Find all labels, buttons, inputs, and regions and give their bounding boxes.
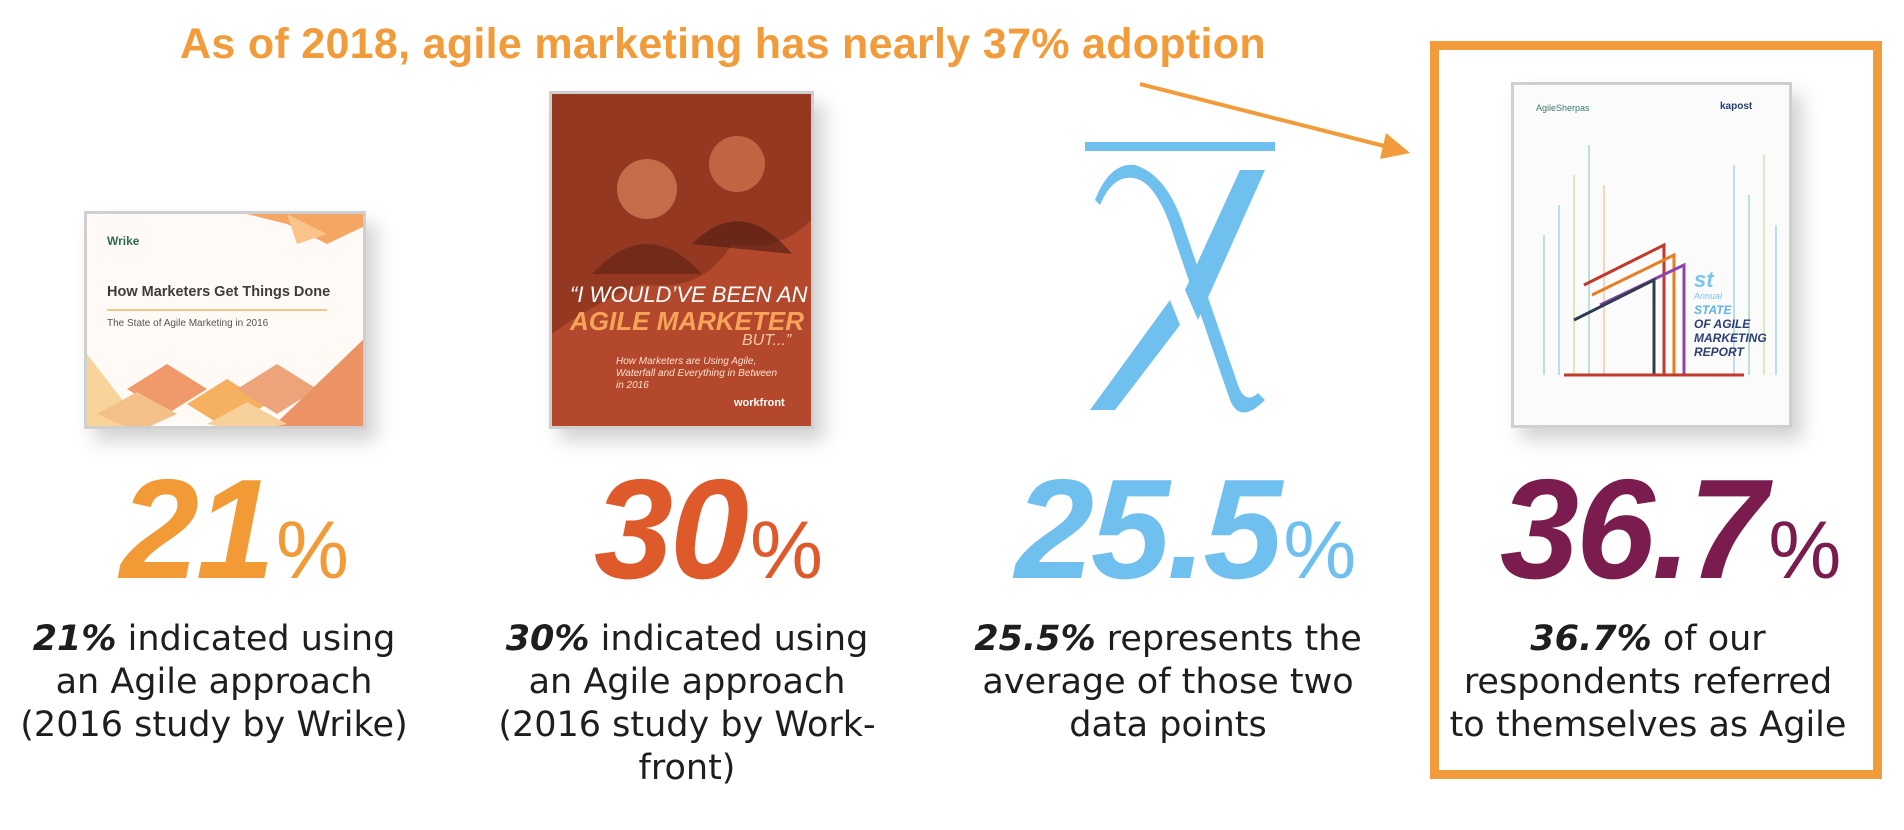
stat-value: 25.5 (1015, 450, 1282, 609)
report-title-line2: OF AGILE (1694, 317, 1751, 331)
report-title-line1: STATE (1694, 303, 1732, 317)
stat-wrike-percent: 21% (120, 448, 349, 612)
numeral-one-graphic-icon (1543, 145, 1777, 377)
stat-wrike-description: 21% indicated using an Agile approach (2… (14, 618, 414, 747)
cover-subtitle: How Marketers are Using Agile, Waterfall… (616, 356, 778, 391)
percent-symbol: % (749, 505, 823, 596)
report-title-line4: REPORT (1694, 345, 1744, 359)
report-title-line3: MARKETING (1694, 331, 1767, 345)
stat-workfront-description: 30% indicated using an Agile approach (2… (487, 618, 887, 790)
stat-respondents-description: 36.7% of our respondents referred to the… (1448, 618, 1848, 747)
stat-average-description: 25.5% represents the average of those tw… (968, 618, 1368, 747)
desc-text: of our respondents referred to themselve… (1449, 619, 1847, 745)
desc-text: indicated using an Agile approach (2016 … (20, 619, 408, 745)
highlight-box (1430, 41, 1882, 779)
percent-symbol: % (1283, 505, 1357, 596)
cover-quote-line3: BUT...” (742, 332, 792, 349)
desc-text: indicated using an Agile approach (2016 … (498, 619, 876, 788)
stat-value: 21 (120, 450, 275, 609)
wrike-report-cover: Wrike How Marketers Get Things Done The … (84, 211, 366, 429)
cover-quote-line2: AGILE MARKETER (570, 306, 804, 336)
headline: As of 2018, agile marketing has nearly 3… (180, 20, 1266, 68)
desc-bold: 36.7% (1530, 619, 1652, 659)
percent-symbol: % (1768, 505, 1842, 596)
stat-value: 30 (594, 450, 749, 609)
x-bar-symbol-icon (1085, 142, 1275, 413)
ordinal-suffix: st (1694, 267, 1714, 292)
kapost-brand: kapost (1720, 101, 1753, 112)
wrike-brand: Wrike (107, 234, 140, 248)
cover-subtitle: The State of Agile Marketing in 2016 (107, 318, 269, 329)
cover-quote-line1: “I WOULD’VE BEEN AN (570, 282, 808, 307)
workfront-brand: workfront (734, 397, 785, 409)
stat-respondents-percent: 36.7% (1500, 448, 1841, 612)
stat-workfront-percent: 30% (594, 448, 823, 612)
agilesherpas-brand: AgileSherpas (1536, 103, 1590, 113)
stat-average-percent: 25.5% (1015, 448, 1356, 612)
cover-title: How Marketers Get Things Done (107, 284, 331, 300)
desc-bold: 21% (32, 619, 117, 659)
agile-marketing-report-cover: AgileSherpas kapost st Annual STATE OF A… (1511, 82, 1792, 428)
desc-text: represents the average of those two data… (982, 619, 1362, 745)
desc-bold: 30% (505, 619, 590, 659)
annual-label: Annual (1694, 291, 1723, 301)
stat-value: 36.7 (1500, 450, 1767, 609)
people-photo-icon (552, 94, 811, 426)
desc-bold: 25.5% (974, 619, 1096, 659)
geometric-pattern-icon (87, 214, 363, 426)
percent-symbol: % (275, 505, 349, 596)
divider (107, 309, 327, 311)
workfront-report-cover: “I WOULD’VE BEEN AN AGILE MARKETER BUT..… (549, 91, 814, 429)
